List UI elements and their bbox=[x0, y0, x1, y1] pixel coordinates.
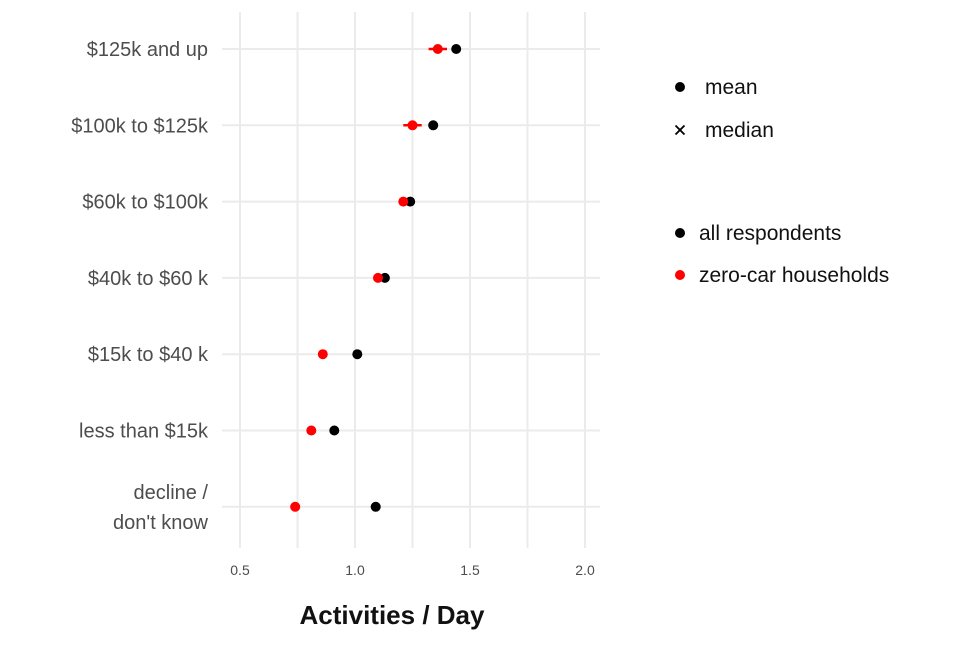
data-point bbox=[428, 120, 439, 131]
data-point bbox=[451, 44, 462, 54]
legend-label-all-respondents: all respondents bbox=[699, 222, 841, 245]
legend-color-dot-icon bbox=[675, 270, 685, 280]
legend-color-dot-icon bbox=[675, 228, 685, 238]
data-point bbox=[407, 120, 418, 131]
category-label-decline-don-t-know: decline / don't know bbox=[113, 482, 209, 534]
series-all-respondents bbox=[329, 44, 462, 512]
data-marks bbox=[290, 44, 462, 512]
gridlines bbox=[222, 12, 600, 548]
data-point bbox=[398, 196, 409, 207]
category-label-100k-to-125k: $100k to $125k bbox=[71, 115, 209, 137]
legend-label-median: median bbox=[705, 119, 774, 142]
x-tick-label: 1.0 bbox=[345, 562, 365, 578]
data-point bbox=[373, 272, 383, 283]
x-tick-label: 2.0 bbox=[575, 562, 595, 578]
data-point bbox=[317, 349, 328, 360]
x-axis-title: Activities / Day bbox=[300, 600, 486, 630]
x-tick-label: 1.5 bbox=[460, 562, 480, 578]
x-tick-labels: 0.5 1.0 1.5 2.0 bbox=[230, 562, 595, 578]
legend: mean median all respondents zero-car househ… bbox=[674, 76, 889, 287]
category-label-less-than-15k: less than $15k bbox=[79, 421, 209, 443]
category-label-125k-and-up: $125k and up bbox=[87, 39, 208, 61]
category-labels: $125k and up $100k to $125k $60k to $100k $… bbox=[71, 39, 209, 534]
data-point bbox=[379, 272, 390, 283]
data-point bbox=[329, 425, 340, 436]
data-point bbox=[290, 501, 301, 512]
category-label-60k-to-100k: $60k to $100k bbox=[82, 192, 209, 214]
data-point bbox=[352, 349, 363, 360]
x-tick-label: 0.5 bbox=[230, 562, 250, 578]
legend-label-zero-car-households: zero-car households bbox=[699, 264, 889, 287]
category-label-15k-to-40-k: $15k to $40 k bbox=[88, 344, 209, 366]
data-point bbox=[306, 425, 317, 436]
category-label-40k-to-60-k: $40k to $60 k bbox=[88, 268, 209, 290]
series-zero-car-households bbox=[290, 44, 447, 512]
legend-label-mean: mean bbox=[705, 76, 758, 99]
legend-cross-icon bbox=[674, 124, 686, 136]
legend-dot-icon bbox=[675, 82, 685, 92]
data-point bbox=[370, 501, 381, 512]
data-point bbox=[432, 44, 443, 54]
data-point bbox=[405, 196, 416, 207]
